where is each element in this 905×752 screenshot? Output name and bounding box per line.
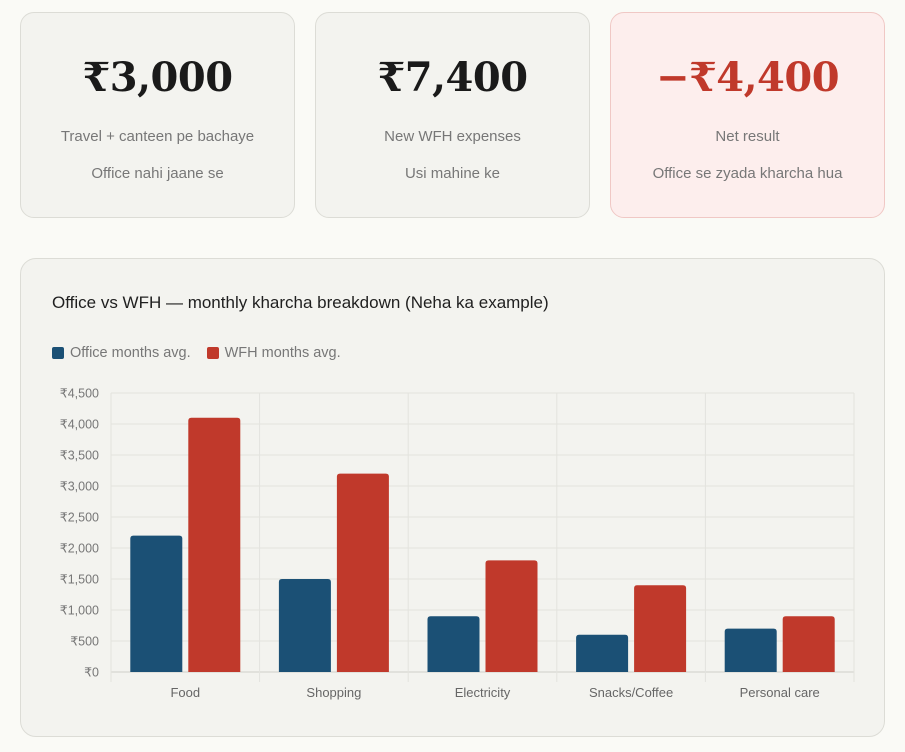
y-tick-label: ₹4,500 bbox=[60, 387, 99, 401]
bar-office bbox=[576, 634, 629, 672]
y-tick-label: ₹4,000 bbox=[60, 418, 99, 432]
y-tick-label: ₹1,000 bbox=[60, 604, 99, 618]
bar-office bbox=[427, 616, 480, 672]
chart-panel: Office vs WFH — monthly kharcha breakdow… bbox=[20, 258, 885, 737]
y-tick-label: ₹3,500 bbox=[60, 449, 99, 463]
bar-wfh bbox=[634, 585, 687, 672]
bar-wfh bbox=[336, 473, 389, 672]
x-tick-label: Personal care bbox=[740, 685, 820, 700]
legend-item-wfh[interactable]: WFH months avg. bbox=[206, 345, 341, 361]
bar-wfh bbox=[188, 417, 241, 672]
net-amount: −₹4,400 bbox=[655, 54, 840, 101]
bar-office bbox=[130, 535, 183, 672]
legend-label-wfh: WFH months avg. bbox=[224, 345, 341, 361]
expenses-label: New WFH expenses bbox=[384, 128, 521, 145]
summary-card-net-result: −₹4,400 Net result Office se zyada kharc… bbox=[610, 12, 885, 218]
chart-title: Office vs WFH — monthly kharcha breakdow… bbox=[52, 293, 549, 312]
savings-amount: ₹3,000 bbox=[82, 54, 233, 101]
bar-office bbox=[278, 579, 331, 672]
legend-item-office[interactable]: Office months avg. bbox=[52, 345, 191, 361]
y-tick-label: ₹0 bbox=[84, 666, 99, 680]
bar-chart: ₹0 ₹500 ₹1,000 ₹1,500 ₹2,000 ₹2,500 ₹3,000 ₹3,5… bbox=[60, 387, 855, 700]
bar-wfh bbox=[485, 560, 538, 672]
bar-wfh bbox=[782, 616, 835, 672]
net-label: Net result bbox=[715, 128, 780, 145]
chart-legend: Office months avg. WFH months avg. bbox=[52, 345, 357, 361]
y-tick-label: ₹2,500 bbox=[60, 511, 99, 525]
summary-card-expenses: ₹7,400 New WFH expenses Usi mahine ke bbox=[315, 12, 590, 218]
y-tick-label: ₹1,500 bbox=[60, 573, 99, 587]
y-tick-label: ₹2,000 bbox=[60, 542, 99, 556]
y-tick-label: ₹500 bbox=[70, 635, 99, 649]
legend-swatch-wfh bbox=[206, 347, 219, 359]
x-tick-label: Snacks/Coffee bbox=[589, 685, 673, 700]
x-tick-label: Electricity bbox=[455, 685, 511, 700]
savings-label: Travel + canteen pe bachaye bbox=[60, 128, 255, 145]
summary-card-savings: ₹3,000 Travel + canteen pe bachaye Offic… bbox=[20, 12, 295, 218]
legend-label-office: Office months avg. bbox=[70, 345, 191, 361]
legend-swatch-office bbox=[52, 347, 64, 359]
bar-office bbox=[724, 628, 777, 672]
x-tick-label: Shopping bbox=[306, 685, 361, 700]
x-tick-label: Food bbox=[170, 685, 200, 700]
y-tick-label: ₹3,000 bbox=[60, 480, 99, 494]
savings-sub: Office nahi jaane se bbox=[91, 165, 224, 182]
expenses-amount: ₹7,400 bbox=[377, 54, 528, 101]
expenses-sub: Usi mahine ke bbox=[404, 165, 501, 182]
net-sub: Office se zyada kharcha hua bbox=[652, 165, 843, 182]
